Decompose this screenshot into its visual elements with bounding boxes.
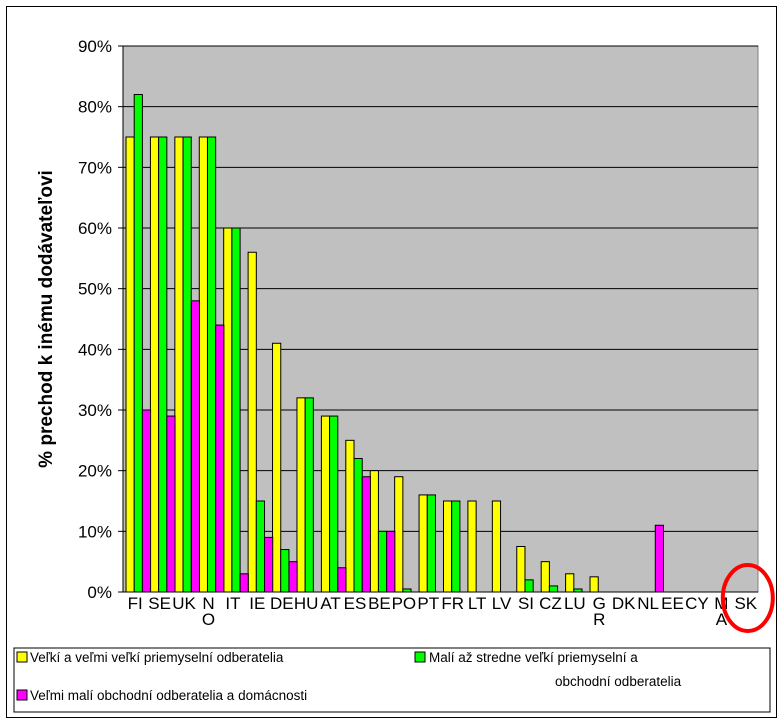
bar-SE-series-3 bbox=[166, 415, 176, 593]
bar-SI-series-1 bbox=[516, 546, 526, 593]
legend-label: Veľkí a veľmi veľkí priemyselní odberate… bbox=[30, 650, 284, 665]
legend-swatch bbox=[16, 689, 28, 701]
x-tick-label: IT bbox=[225, 594, 240, 613]
x-tick-label: LU bbox=[564, 594, 586, 613]
x-tick-label: UK bbox=[172, 594, 196, 613]
x-tick-label: PT bbox=[417, 594, 439, 613]
chart-frame bbox=[6, 6, 777, 718]
bar-LU-series-1 bbox=[565, 573, 575, 593]
bar-DE-series-2 bbox=[280, 549, 290, 593]
x-tick-label: CZ bbox=[539, 594, 562, 613]
x-tick-label: DK bbox=[612, 594, 636, 613]
x-tick-label: PO bbox=[392, 594, 417, 613]
x-tick-label: DE bbox=[270, 594, 294, 613]
bar-BE-series-3 bbox=[386, 530, 396, 593]
bar-LU-series-2 bbox=[573, 588, 583, 593]
y-tick-label: 70% bbox=[78, 158, 112, 177]
bar-FR-series-2 bbox=[451, 500, 461, 593]
x-tick-label: SE bbox=[148, 594, 171, 613]
bar-AT-series-1 bbox=[320, 415, 331, 593]
bar-UK-series-2 bbox=[182, 136, 192, 593]
bar-CZ-series-2 bbox=[548, 585, 559, 593]
x-tick-label: N bbox=[202, 594, 214, 613]
bar-NO-series-1 bbox=[198, 136, 208, 593]
y-tick-label: 40% bbox=[78, 340, 112, 359]
bar-IE-series-1 bbox=[247, 251, 257, 593]
bar-LV-series-1 bbox=[491, 500, 502, 593]
bar-NO-series-3 bbox=[215, 324, 225, 593]
highlight-circle bbox=[720, 563, 775, 633]
bar-DE-series-1 bbox=[272, 342, 282, 593]
y-tick-label: 30% bbox=[78, 401, 112, 420]
y-axis-label: % prechod k inému dodávateľovi bbox=[36, 170, 57, 468]
legend-label: Veľmi malí obchodní odberatelia a domácn… bbox=[30, 688, 307, 703]
bar-UK-series-3 bbox=[190, 300, 200, 593]
x-tick-label: FR bbox=[441, 594, 464, 613]
y-tick-label: 60% bbox=[78, 219, 112, 238]
bar-ES-series-2 bbox=[353, 458, 363, 593]
x-tick-label: SK bbox=[734, 594, 757, 613]
x-tick-label: SI bbox=[518, 594, 534, 613]
bar-LT-series-1 bbox=[467, 500, 477, 593]
bar-FR-series-1 bbox=[443, 500, 453, 593]
x-tick-label: BE bbox=[368, 594, 391, 613]
bar-SI-series-2 bbox=[524, 579, 534, 593]
bar-FI-series-3 bbox=[141, 409, 152, 593]
bar-AT-series-2 bbox=[329, 415, 339, 593]
bar-FI-series-1 bbox=[125, 136, 135, 593]
x-tick-label: LT bbox=[468, 594, 487, 613]
legend-swatch bbox=[414, 651, 426, 663]
bar-CZ-series-1 bbox=[540, 561, 550, 593]
bar-BE-series-1 bbox=[369, 470, 379, 593]
bar-HU-series-2 bbox=[304, 397, 314, 593]
x-tick-label: R bbox=[593, 610, 605, 629]
x-tick-label: FI bbox=[128, 594, 143, 613]
bar-ES-series-1 bbox=[345, 439, 355, 593]
x-tick-label: HU bbox=[294, 594, 319, 613]
x-tick-label: CY bbox=[685, 594, 709, 613]
y-tick-label: 90% bbox=[78, 37, 112, 56]
bar-DE-series-3 bbox=[288, 561, 298, 593]
bar-AT-series-3 bbox=[337, 567, 347, 593]
legend-swatch bbox=[16, 651, 28, 663]
x-tick-label: EE bbox=[661, 594, 684, 613]
bar-IT-series-1 bbox=[223, 227, 233, 593]
bar-PT-series-2 bbox=[426, 494, 436, 593]
bar-IT-series-3 bbox=[239, 573, 249, 593]
x-tick-label: ES bbox=[344, 594, 367, 613]
y-tick-label: 20% bbox=[78, 462, 112, 481]
legend-label: Malí až stredne veľkí priemyselní a bbox=[429, 650, 638, 665]
bar-UK-series-1 bbox=[174, 136, 184, 593]
bar-NL-series-3 bbox=[654, 524, 664, 593]
bar-IE-series-3 bbox=[264, 536, 274, 593]
x-tick-label: NL bbox=[637, 594, 659, 613]
legend-label: obchodní odberatelia bbox=[555, 674, 682, 689]
bar-GR-series-1 bbox=[589, 576, 599, 593]
bar-FI-series-2 bbox=[133, 94, 143, 593]
legend bbox=[13, 647, 771, 713]
x-tick-label: AT bbox=[320, 594, 340, 613]
y-tick-label: 80% bbox=[78, 98, 112, 117]
y-tick-label: 0% bbox=[87, 583, 112, 602]
x-tick-label: IE bbox=[249, 594, 265, 613]
bar-IE-series-2 bbox=[255, 500, 266, 593]
x-tick-label: G bbox=[593, 594, 606, 613]
bar-SE-series-2 bbox=[158, 136, 168, 593]
x-tick-label: LV bbox=[492, 594, 512, 613]
y-tick-label: 10% bbox=[78, 522, 112, 541]
bar-NO-series-2 bbox=[206, 136, 217, 593]
bar-BE-series-2 bbox=[377, 530, 388, 593]
bar-ES-series-3 bbox=[361, 476, 371, 593]
y-tick-label: 50% bbox=[78, 280, 112, 299]
bar-SE-series-1 bbox=[149, 136, 160, 593]
bar-PO-series-2 bbox=[402, 588, 412, 593]
bar-PO-series-1 bbox=[394, 476, 404, 593]
bar-IT-series-2 bbox=[231, 227, 241, 593]
x-tick-label: O bbox=[202, 610, 215, 629]
bar-PT-series-1 bbox=[418, 494, 428, 593]
bar-HU-series-1 bbox=[296, 397, 306, 593]
